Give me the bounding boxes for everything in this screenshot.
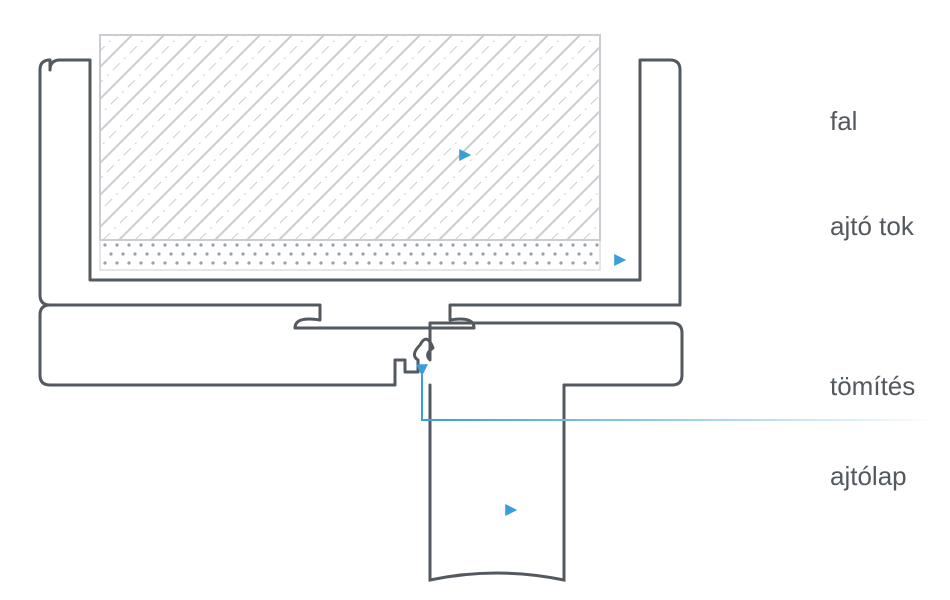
door-cross-section-diagram: fal ajtó tok tömítés ajtólap <box>0 0 950 600</box>
wall-hatching <box>0 35 950 240</box>
leader-ajtolap: ajtólap <box>516 461 940 510</box>
leader-ajto_tok: ajtó tok <box>625 211 940 260</box>
label-fal: fal <box>830 106 857 136</box>
label-ajtolap: ajtólap <box>830 461 907 491</box>
leader-fal: fal <box>470 106 940 155</box>
label-tomites: tömítés <box>830 371 915 401</box>
foam-strip-dots <box>103 243 598 264</box>
label-ajto_tok: ajtó tok <box>830 211 915 241</box>
door-leaf <box>430 385 564 580</box>
